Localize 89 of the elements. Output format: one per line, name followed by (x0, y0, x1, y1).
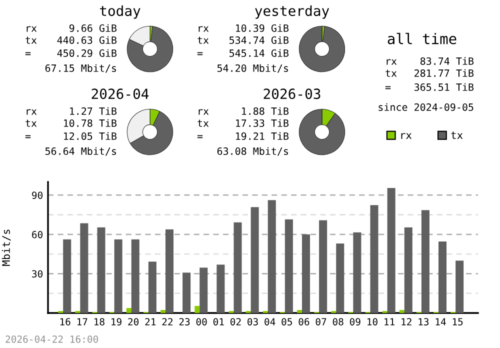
text: rx 83.74 TiB (386, 57, 474, 65)
donut-slice (130, 111, 174, 156)
text: rx 1.88 TiB (198, 107, 289, 115)
text: 56.64 Mbit/s (45, 147, 116, 156)
x-tick-label: 06 (298, 318, 310, 326)
bar (319, 220, 328, 313)
bar (165, 229, 174, 313)
text: all time (388, 32, 456, 44)
text: since 2024-09-05 (378, 103, 474, 111)
x-tick-label: 14 (436, 318, 446, 326)
bar (182, 272, 191, 313)
legend-label: rx (401, 133, 412, 139)
bar (63, 239, 72, 313)
bar (297, 310, 302, 313)
donut-slice (298, 108, 346, 156)
bar (200, 268, 208, 313)
text: 67.15 Mbit/s (45, 64, 116, 73)
bar (80, 223, 88, 313)
x-tick-label: 23 (179, 318, 190, 326)
x-tick-label: 03 (248, 318, 258, 326)
x-tick-label: 21 (145, 318, 156, 326)
text: 54.20 Mbit/s (217, 64, 288, 73)
x-tick-label: 07 (316, 318, 326, 326)
text: rx 1.27 TiB (26, 107, 117, 115)
bar (97, 227, 106, 313)
chart-title: 2026-03 (264, 88, 320, 100)
x-tick-label: 22 (162, 318, 172, 326)
bar (131, 239, 140, 313)
bar (148, 262, 156, 313)
bar (336, 243, 344, 313)
text: = 365.51 TiB (385, 83, 474, 91)
bar (302, 234, 310, 313)
text: tx 281.77 TiB (386, 69, 474, 77)
text: 63.08 Mbit/s (217, 147, 288, 156)
bar (370, 205, 378, 313)
x-tick-label: 12 (402, 318, 412, 326)
donut-slice (126, 26, 174, 72)
x-tick-label: 08 (332, 318, 344, 326)
text: = 12.05 TiB (25, 132, 117, 140)
text: rx 9.66 GiB (26, 24, 117, 32)
x-tick-label: 04 (264, 318, 276, 326)
text: tx 440.63 GiB (26, 36, 117, 44)
x-tick-label: 10 (368, 318, 378, 326)
bar (194, 306, 200, 313)
x-tick-label: 09 (350, 318, 360, 326)
chart-title: 2026-04 (92, 88, 149, 100)
text: 2026-04-22 16:00 (6, 335, 98, 343)
text: rx 10.39 GiB (198, 24, 289, 32)
x-tick-label: 18 (94, 318, 104, 326)
x-tick-label: 11 (384, 318, 394, 326)
bar (234, 222, 242, 313)
bar (284, 219, 293, 313)
text: = 545.14 GiB (197, 49, 289, 57)
bar (126, 308, 132, 313)
bar (353, 232, 362, 313)
bar (250, 207, 259, 313)
text: = 450.29 GiB (25, 49, 117, 57)
y-axis-title: Mbit/s (2, 230, 11, 266)
bar (216, 264, 225, 313)
x-tick-label: 16 (60, 318, 70, 326)
x-tick-label: 00 (196, 318, 207, 326)
chart-title: yesterday (255, 5, 330, 19)
x-tick-label: 17 (77, 318, 88, 326)
donut-slice (298, 26, 346, 72)
bar (421, 210, 430, 313)
x-tick-label: 20 (128, 318, 139, 326)
x-tick-label: 01 (213, 318, 224, 326)
legend-label: tx (451, 132, 463, 139)
x-tick-label: 02 (230, 318, 241, 326)
text: tx 10.78 TiB (26, 119, 117, 127)
x-tick-label: 05 (282, 318, 292, 326)
text: tx 17.33 TiB (198, 119, 289, 127)
text: = 19.21 TiB (197, 132, 289, 140)
x-tick-label: 13 (418, 318, 429, 326)
text: tx 534.74 GiB (198, 36, 289, 44)
bar (399, 310, 404, 313)
bar (438, 241, 447, 313)
bar (387, 188, 396, 313)
y-tick-label: 90 (32, 192, 43, 199)
bar (268, 200, 276, 313)
y-tick-label: 30 (32, 270, 43, 278)
bar (404, 227, 412, 313)
bar (114, 239, 122, 313)
x-tick-label: 19 (112, 318, 122, 326)
x-tick-label: 15 (452, 318, 463, 326)
bar (456, 260, 464, 313)
bar (160, 310, 166, 313)
chart-title: today (100, 5, 140, 19)
y-tick-label: 60 (32, 230, 43, 238)
